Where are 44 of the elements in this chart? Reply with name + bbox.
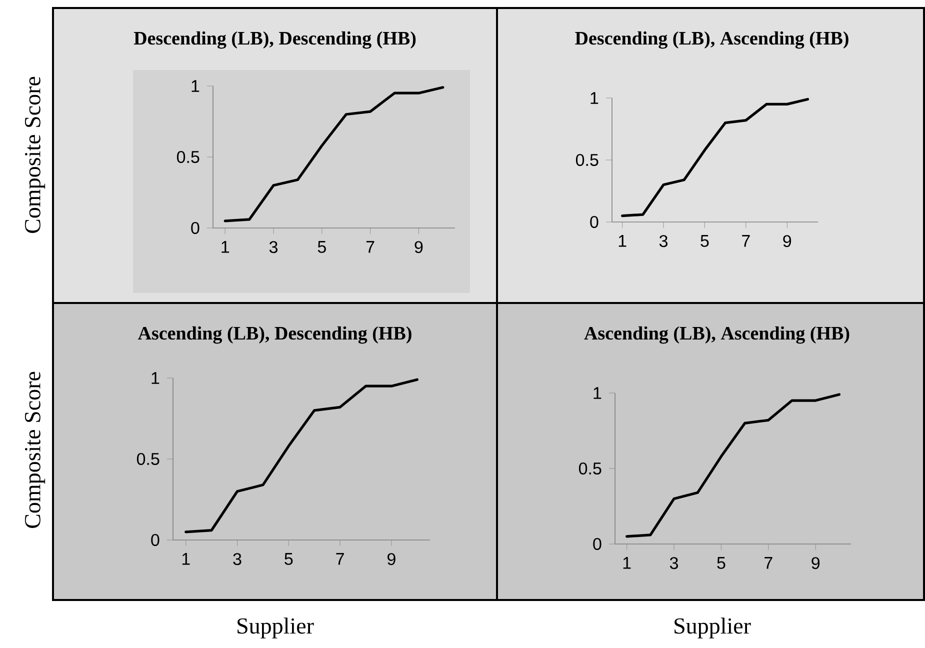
line-series [621,98,810,218]
y-tick-label: 1 [152,372,160,384]
x-tick-label: 5 [284,553,293,565]
chart-title: Ascending (LB), Ascending (HB) [584,326,850,344]
y-axis-title: Composite Score [24,76,46,233]
x-tick-label: 7 [366,241,374,253]
x-tick-label: 9 [812,557,820,570]
line-series [224,86,444,222]
x-tick-label: 5 [717,557,726,569]
y-axis-title: Composite Score [24,372,46,528]
chart-title: Descending (LB), Descending (HB) [134,31,416,49]
x-tick-label: 9 [388,553,396,566]
x-tick-label: 3 [659,235,668,248]
x-tick-label: 5 [700,235,709,247]
x-tick-label: 7 [742,235,750,247]
x-tick-label: 1 [623,557,631,569]
y-tick-label: 0 [151,534,160,546]
x-tick-label: 1 [182,553,190,565]
x-tick-label: 9 [783,235,792,248]
line-series [184,378,418,534]
y-tick-label: 1 [594,387,602,399]
x-tick-label: 3 [233,553,242,566]
x-tick-label: 7 [336,553,344,565]
y-tick-label: 1 [192,80,200,92]
y-tick-label: 0 [590,216,598,228]
y-tick-label: 0 [191,222,200,234]
line-series [626,393,841,538]
chart-title: Ascending (LB), Descending (HB) [138,326,412,344]
x-tick-label: 3 [670,557,678,570]
y-tick-label: 0.5 [576,154,598,166]
x-axis-title: Supplier [238,618,314,638]
x-axis-title: Supplier [674,618,751,638]
x-tick-label: 7 [764,557,772,569]
x-tick-label: 3 [269,241,278,254]
y-tick-label: 0.5 [176,150,200,164]
y-tick-label: 0.5 [578,462,602,475]
y-tick-label: 0 [593,538,602,550]
x-tick-label: 1 [618,235,626,247]
y-tick-label: 1 [590,92,598,104]
y-tick-label: 0.5 [136,452,160,466]
x-tick-label: 5 [318,241,326,253]
x-tick-label: 9 [414,241,423,254]
chart-title: Descending (LB), Ascending (HB) [575,31,848,49]
x-tick-label: 1 [222,241,230,253]
